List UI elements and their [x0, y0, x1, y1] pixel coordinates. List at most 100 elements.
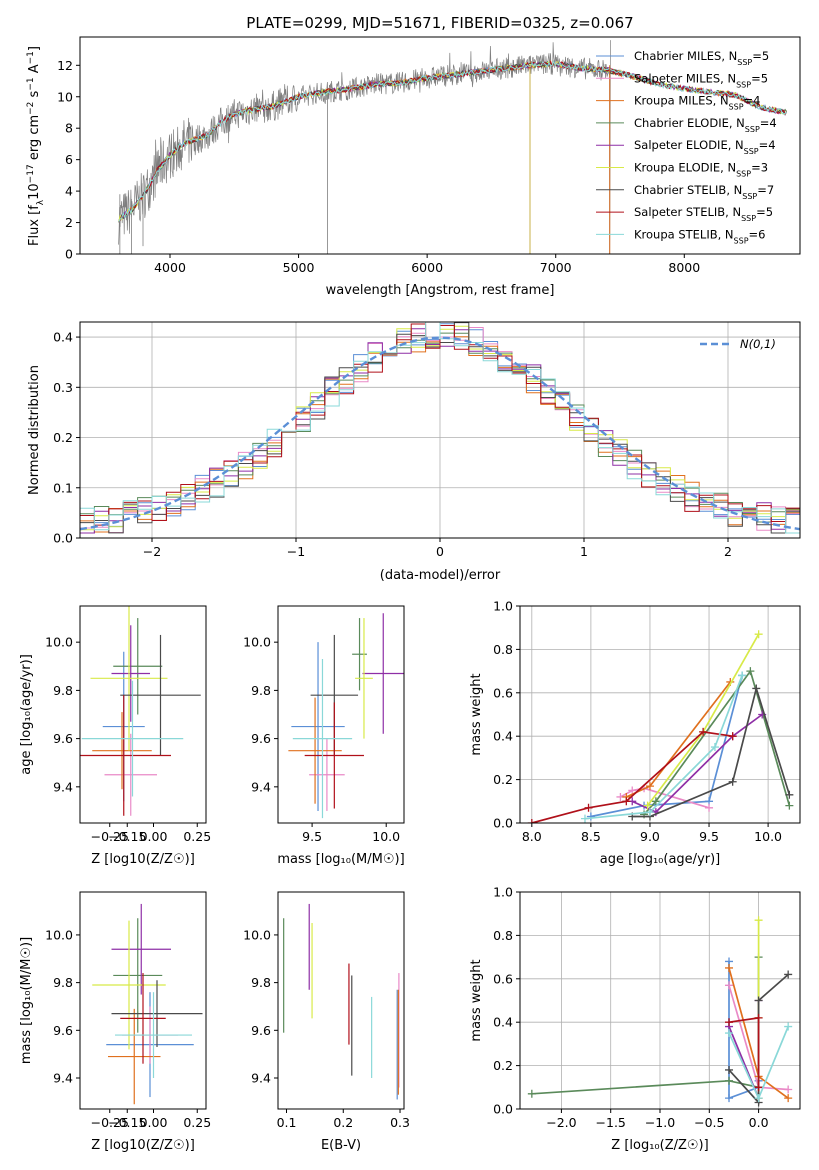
x-tick-label: 0: [436, 544, 444, 559]
series-marker-kroupa_miles: [784, 1094, 793, 1103]
errorbar-plot-area: [288, 613, 404, 819]
x-tick-label: −1.0: [645, 1115, 675, 1130]
y-tick-label: 0: [65, 247, 73, 262]
y-tick-label: 9.8: [251, 683, 271, 698]
x-axis-label: age [log₁₀(age/yr)]: [600, 852, 721, 867]
mass-weight-vs-age-panel: 8.0 8.5 9.0 9.5 10.0 0.0 0.2 0.4 0.6 0.8 1.0 age [l…: [469, 599, 801, 867]
y-tick-label: 0.0: [493, 1102, 513, 1117]
x-tick-label: −0.15: [108, 829, 146, 844]
x-tick-label: 0.3: [390, 1115, 410, 1130]
x-tick-label: 0.00: [140, 829, 168, 844]
series-marker-salpeter_miles: [628, 786, 637, 795]
y-tick-label: 10.0: [243, 635, 271, 650]
legend-label-kroupa_elodie: Kroupa ELODIE, NSSP=3: [634, 161, 768, 179]
y-tick-label: 9.8: [53, 975, 73, 990]
series-marker-kroupa_stelib: [738, 671, 747, 680]
x-tick-label: 0.1: [277, 1115, 297, 1130]
x-tick-label: 0.25: [183, 829, 211, 844]
series-marker-kroupa_miles: [725, 963, 734, 972]
y-tick-label: 2: [65, 215, 73, 230]
residual-histogram-panel: −2 −1 0 1 2 0.0 0.1 0.2 0.3 0.4 N(0,1) (data-model)…: [27, 321, 801, 583]
x-axis-label: Z [log₁₀(Z/Z☉)]: [611, 1138, 708, 1153]
x-tick-label: 9.5: [302, 829, 322, 844]
series-marker-chabrier_miles: [586, 812, 595, 821]
x-tick-label: 10.0: [372, 829, 400, 844]
series-marker-kroupa_stelib: [784, 1022, 793, 1031]
series-marker-salpeter_stelib: [527, 819, 536, 823]
legend-label-salpeter_stelib: Salpeter STELIB, NSSP=5: [634, 205, 773, 223]
y-tick-label: 0.4: [493, 1015, 513, 1030]
x-tick-label: 2: [724, 544, 732, 559]
legend-label-chabrier_stelib: Chabrier STELIB, NSSP=7: [634, 183, 774, 201]
x-tick-label: −0.15: [108, 1115, 146, 1130]
y-tick-label: 9.8: [251, 975, 271, 990]
series-marker-kroupa_stelib: [580, 814, 589, 823]
series-marker-salpeter_stelib: [622, 797, 631, 806]
y-tick-label: 0.2: [493, 772, 513, 787]
normal-curve: [80, 336, 800, 531]
y-tick-label: 0.0: [493, 816, 513, 831]
y-tick-label: 4: [65, 184, 73, 199]
series-line-chabrier_elodie: [531, 957, 760, 1095]
y-tick-label: 0.4: [493, 729, 513, 744]
series-marker-salpeter_miles: [725, 981, 734, 990]
series-marker-salpeter_stelib: [725, 1018, 734, 1027]
line-plot-area: [527, 916, 793, 1107]
x-tick-label: 10.0: [754, 829, 782, 844]
series-marker-chabrier_elodie: [746, 667, 755, 676]
axes-frame: [277, 605, 405, 824]
y-tick-label: 9.4: [53, 779, 73, 794]
x-tick-label: −2: [143, 544, 161, 559]
mass-vs-ebv-panel: 0.1 0.2 0.3 9.4 9.6 9.8 10.0 E(B-V): [243, 891, 410, 1153]
axes-frame: [79, 36, 801, 255]
x-tick-label: −1: [287, 544, 305, 559]
legend-label-normal: N(0,1): [740, 337, 776, 351]
series-line-chabrier_elodie: [643, 669, 791, 815]
axes-frame: [79, 321, 801, 539]
y-tick-label: 0.6: [493, 971, 513, 986]
axes-frame: [519, 605, 801, 824]
histogram-step-kroupa_stelib: [80, 322, 800, 534]
series-line-salpeter_stelib: [531, 731, 733, 823]
axes-frame: [277, 891, 405, 1110]
series-marker-chabrier_stelib: [754, 996, 763, 1005]
x-axis-label: Z [log10(Z/Z☉)]: [91, 1138, 195, 1153]
series-marker-salpeter_miles: [705, 803, 714, 812]
legend-label-kroupa_stelib: Kroupa STELIB, NSSP=6: [634, 227, 765, 245]
series-marker-chabrier_stelib: [728, 777, 737, 786]
series-marker-kroupa_stelib: [645, 808, 654, 817]
axes-frame: [79, 605, 207, 824]
y-tick-label: 10.0: [243, 927, 271, 942]
spectrum-panel: 4000 5000 6000 7000 8000 0 2 4 6 8 10 12 Chabrier MI…: [26, 36, 801, 298]
mass-weight-vs-z-panel: −2.0 −1.5 −1.0 −0.5 0.0 0.0 0.2 0.4 0.6 0.8 1.0 Z […: [469, 885, 801, 1153]
x-axis-label: wavelength [Angstrom, rest frame]: [326, 283, 555, 298]
errorbar-plot-area: [92, 903, 203, 1105]
histogram-plot-area: [80, 322, 800, 534]
errorbar-plot-area: [80, 606, 201, 816]
figure-title: PLATE=0299, MJD=51671, FIBERID=0325, z=0…: [246, 14, 633, 32]
y-tick-label: 9.6: [53, 731, 73, 746]
y-tick-label: 10.0: [45, 927, 73, 942]
y-tick-label: 0.8: [493, 928, 513, 943]
legend-label-chabrier_elodie: Chabrier ELODIE, NSSP=4: [634, 116, 777, 133]
x-tick-label: 8.0: [522, 829, 542, 844]
series-marker-salpeter_stelib: [754, 1013, 763, 1022]
y-tick-label: 0.2: [493, 1058, 513, 1073]
age-vs-mass-panel: 9.5 10.0 9.4 9.6 9.8 10.0 mass [log₁₀(M/M☉)]: [243, 605, 405, 867]
histogram-step-salpeter_stelib: [80, 323, 800, 534]
series-marker-chabrier_elodie: [725, 1076, 734, 1085]
series-line-salpeter_stelib: [728, 1016, 760, 1088]
series-marker-kroupa_elodie: [643, 801, 652, 810]
y-tick-label: 9.6: [251, 731, 271, 746]
y-tick-label: 6: [65, 152, 73, 167]
legend-label-salpeter_elodie: Salpeter ELODIE, NSSP=4: [634, 138, 776, 156]
x-tick-label: −0.25: [91, 1115, 129, 1130]
x-tick-label: 9.0: [640, 829, 660, 844]
x-axis-label: (data-model)/error: [380, 568, 501, 583]
series-marker-kroupa_stelib: [725, 1029, 734, 1038]
series-line-kroupa_stelib: [584, 675, 743, 820]
legend-label-chabrier_miles: Chabrier MILES, NSSP=5: [634, 49, 769, 67]
legend-label-salpeter_miles: Salpeter MILES, NSSP=5: [634, 71, 768, 89]
series-marker-chabrier_elodie: [527, 1089, 536, 1098]
